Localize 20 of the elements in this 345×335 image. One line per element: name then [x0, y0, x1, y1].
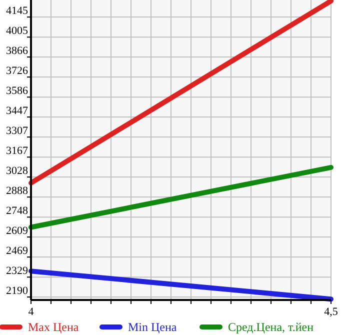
y-tick-label: 3726	[6, 65, 28, 78]
y-tick-label: 4145	[6, 5, 28, 18]
y-tick-label: 4005	[6, 25, 28, 38]
y-tick-label: 2748	[6, 205, 28, 218]
y-tick-label: 2469	[6, 245, 28, 258]
y-tick-label: 3447	[6, 104, 28, 117]
legend-label: Min Цена	[128, 320, 178, 334]
y-tick-label: 2329	[6, 265, 28, 278]
x-tick-label: 4	[28, 306, 34, 318]
x-tick-label: 4,5	[324, 306, 338, 318]
y-tick-label: 3866	[6, 44, 28, 57]
y-tick-label: 2190	[6, 284, 28, 297]
y-tick-label: 2888	[6, 185, 28, 198]
y-tick-label: 3586	[6, 85, 28, 98]
y-tick-label: 3307	[6, 125, 28, 138]
y-tick-label: 3167	[6, 145, 28, 158]
legend-label: Сред.Цена, т.йен	[228, 320, 314, 334]
y-tick-label: 2609	[6, 224, 28, 237]
y-tick-label: 3028	[6, 164, 28, 177]
legend-label: Max Цена	[28, 320, 80, 334]
